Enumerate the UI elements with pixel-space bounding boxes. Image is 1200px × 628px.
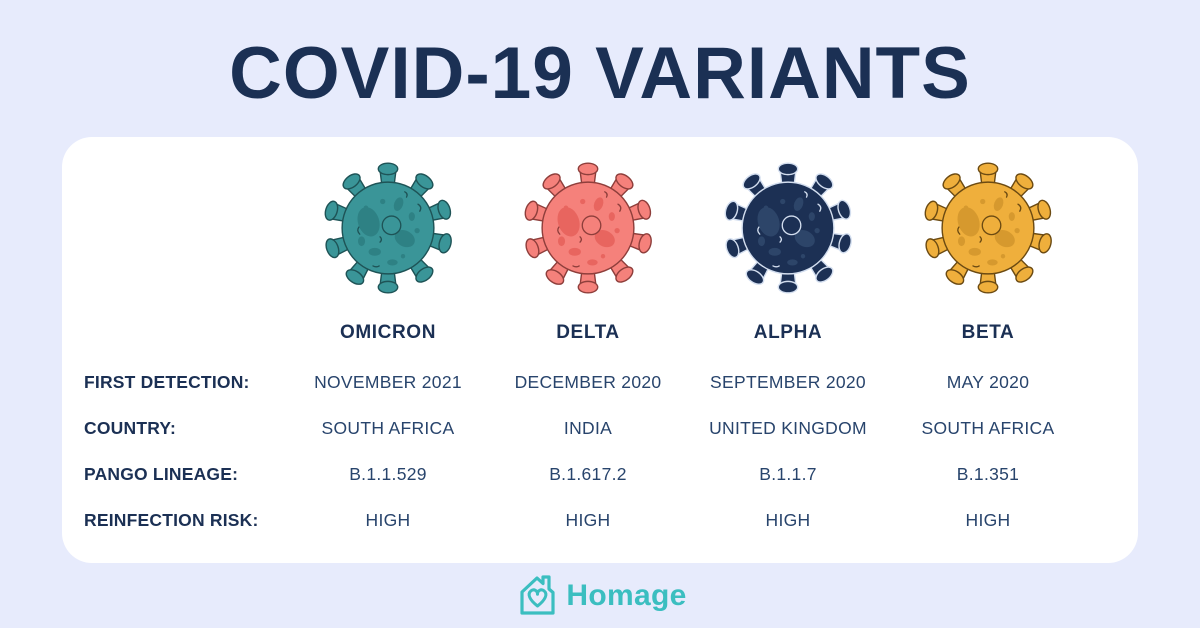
country-delta: INDIA (563, 417, 613, 438)
reinfection-risk-omicron: HIGH (365, 509, 411, 530)
reinfection-risk-delta: HIGH (565, 509, 611, 530)
brand-name: Homage (566, 578, 687, 612)
country-beta: SOUTH AFRICA (921, 417, 1055, 438)
variant-name-delta: DELTA (556, 322, 620, 343)
variants-card: OMICRON DELTA ALPHA BETA FIRST DETECTION… (62, 137, 1138, 563)
virus-icon-delta (488, 149, 688, 307)
row-label-pango-lineage: PANGO LINEAGE: (84, 463, 239, 484)
reinfection-risk-alpha: HIGH (765, 509, 811, 530)
spacer-cell (62, 307, 288, 359)
virus-icon-alpha (688, 149, 888, 307)
variant-name-beta: BETA (961, 322, 1015, 343)
spacer-cell (62, 149, 288, 307)
virus-icon-beta (888, 149, 1088, 307)
homage-house-heart-logo-icon (513, 570, 559, 621)
country-alpha: UNITED KINGDOM (709, 417, 867, 438)
variant-name-alpha: ALPHA (753, 322, 823, 343)
pango-lineage-alpha: B.1.1.7 (759, 463, 817, 484)
pango-lineage-omicron: B.1.1.529 (349, 463, 427, 484)
country-omicron: SOUTH AFRICA (321, 417, 455, 438)
row-label-first-detection: FIRST DETECTION: (84, 371, 250, 392)
first-detection-delta: DECEMBER 2020 (514, 371, 662, 392)
first-detection-alpha: SEPTEMBER 2020 (710, 371, 866, 392)
reinfection-risk-beta: HIGH (965, 509, 1011, 530)
row-label-reinfection-risk: REINFECTION RISK: (84, 509, 259, 530)
pango-lineage-delta: B.1.617.2 (549, 463, 627, 484)
footer-brand: Homage (0, 570, 1200, 621)
pango-lineage-beta: B.1.351 (956, 463, 1020, 484)
row-label-country: COUNTRY: (84, 417, 177, 438)
variant-name-omicron: OMICRON (339, 322, 437, 343)
first-detection-beta: MAY 2020 (946, 371, 1030, 392)
page-title: COVID-19 VARIANTS (229, 33, 971, 114)
variants-table: OMICRON DELTA ALPHA BETA FIRST DETECTION… (62, 137, 1138, 543)
first-detection-omicron: NOVEMBER 2021 (314, 371, 462, 392)
virus-icon-omicron (288, 149, 488, 307)
